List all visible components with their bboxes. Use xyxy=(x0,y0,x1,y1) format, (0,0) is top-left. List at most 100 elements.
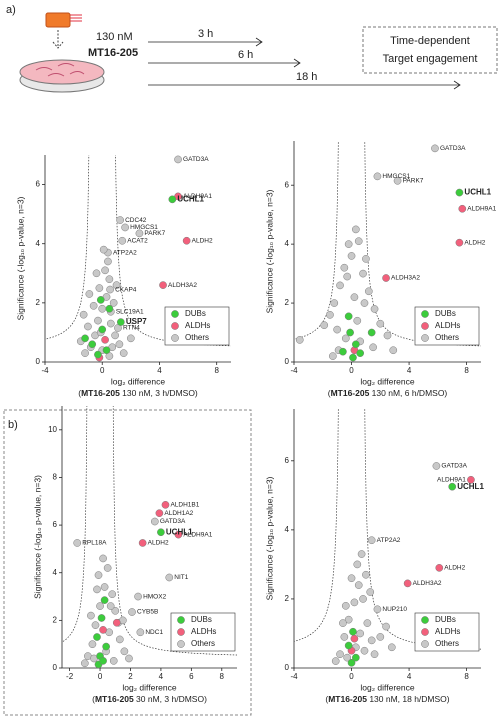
point-label: NUP210 xyxy=(382,606,407,613)
y-tick-label: 0 xyxy=(285,357,290,366)
data-point xyxy=(91,621,100,629)
data-point xyxy=(383,331,392,340)
data-point xyxy=(157,528,165,537)
time-label: 18 h xyxy=(296,71,317,83)
cells xyxy=(35,63,85,77)
point-label: ALDH1B1 xyxy=(170,502,199,509)
data-point xyxy=(336,650,344,659)
data-point xyxy=(344,641,353,650)
time-arrow xyxy=(148,58,301,68)
x-tick-label: 0 xyxy=(100,366,105,375)
x-tick-label: 4 xyxy=(159,672,164,681)
x-tick-label: -4 xyxy=(41,366,49,375)
threshold-curve xyxy=(45,155,90,340)
data-point xyxy=(101,266,109,275)
point-label: ALDH9A1 xyxy=(467,205,496,212)
data-point xyxy=(353,560,362,569)
data-point xyxy=(95,284,104,292)
legend-swatch xyxy=(177,628,185,636)
data-point xyxy=(295,336,304,344)
data-point xyxy=(155,509,164,518)
data-point xyxy=(362,570,370,579)
data-point xyxy=(350,634,359,643)
data-point xyxy=(373,172,382,181)
data-point xyxy=(79,310,88,319)
x-axis-label: log₂ difference xyxy=(122,682,176,692)
point-label: NDC1 xyxy=(145,629,163,636)
data-point xyxy=(431,144,439,153)
data-point xyxy=(94,316,102,325)
caption-part: ( xyxy=(78,388,81,398)
y-axis-label: Significance (-log₁₀ p-value, n=3) xyxy=(264,189,274,313)
points xyxy=(331,462,475,667)
x-tick-label: 0 xyxy=(349,366,354,375)
x-tick-label: 8 xyxy=(214,366,219,375)
data-point xyxy=(161,500,170,509)
panel-label: b) xyxy=(8,419,18,431)
data-point xyxy=(106,319,115,328)
caption: (MT16-205 130 nM, 6 h/DMSO) xyxy=(328,388,448,398)
point-label: ALDH9A1 xyxy=(183,531,212,538)
data-point xyxy=(115,635,124,644)
data-point xyxy=(102,346,111,355)
data-point xyxy=(382,274,390,282)
y-tick-label: 4 xyxy=(285,525,290,534)
data-point xyxy=(134,592,142,601)
data-point xyxy=(330,299,339,307)
data-point xyxy=(455,188,464,197)
data-point xyxy=(121,223,129,232)
x-tick-label: 4 xyxy=(407,672,412,681)
x-tick-label: 6 xyxy=(189,672,194,681)
data-point xyxy=(360,299,369,307)
data-point xyxy=(328,352,337,360)
data-point xyxy=(81,334,89,343)
legend-label: Others xyxy=(185,333,209,342)
caption-part: MT16-205 xyxy=(81,388,120,398)
legend-swatch xyxy=(421,322,429,330)
data-point xyxy=(104,257,112,266)
point-label: HMGCS1 xyxy=(130,224,158,231)
time-arrow xyxy=(148,37,263,47)
data-point xyxy=(331,657,340,665)
data-point xyxy=(120,647,129,656)
threshold-curve xyxy=(294,141,339,340)
x-tick-label: -4 xyxy=(290,366,298,375)
point-label: ALDH3A2 xyxy=(413,580,442,587)
y-tick-label: 0 xyxy=(53,663,58,672)
data-point xyxy=(403,579,412,588)
y-tick-label: 2 xyxy=(36,298,41,307)
data-point xyxy=(357,550,366,558)
data-point xyxy=(356,629,365,638)
data-point xyxy=(94,350,102,359)
legend-swatch xyxy=(421,628,429,636)
data-point xyxy=(376,319,385,328)
point-label: GATD3A xyxy=(440,145,466,152)
data-point xyxy=(125,654,133,663)
note-text: Target engagement xyxy=(383,53,478,65)
y-tick-label: 2 xyxy=(285,298,290,307)
data-point xyxy=(80,659,89,668)
y-tick-label: 4 xyxy=(53,568,58,577)
panel-label: a) xyxy=(6,4,16,16)
data-point xyxy=(435,564,444,572)
data-point xyxy=(369,343,377,352)
y-tick-label: 8 xyxy=(53,473,58,482)
data-point xyxy=(359,595,367,603)
data-point xyxy=(138,539,147,547)
legend-swatch xyxy=(177,640,185,648)
x-axis-label: log₂ difference xyxy=(111,376,165,386)
data-point xyxy=(109,657,118,665)
y-axis-label: Significance (-log₁₀ p-value, n=3) xyxy=(264,476,274,600)
legend-swatch xyxy=(421,616,429,624)
data-point xyxy=(89,301,98,310)
data-point xyxy=(106,285,114,294)
data-point xyxy=(97,614,106,622)
data-point xyxy=(99,554,107,563)
data-point xyxy=(88,340,97,349)
data-point xyxy=(364,287,373,296)
point-label: ALDH2 xyxy=(464,239,485,246)
caption-part: ( xyxy=(92,694,95,704)
data-point xyxy=(354,581,363,589)
legend-label: Others xyxy=(435,333,459,342)
data-point xyxy=(85,290,94,298)
